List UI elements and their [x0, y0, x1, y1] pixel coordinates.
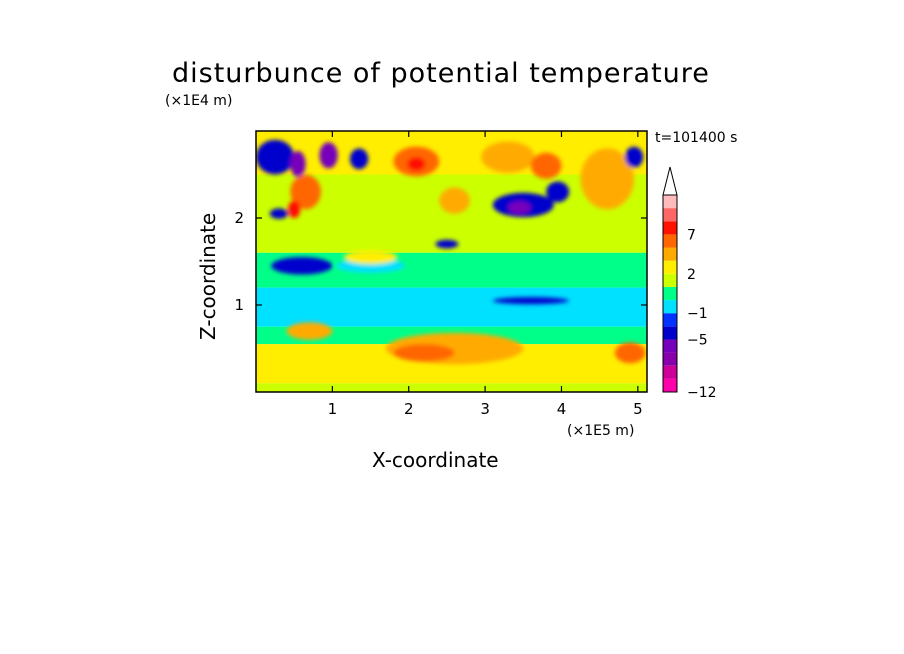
y-axis: 12	[234, 209, 647, 314]
field-blob	[269, 208, 289, 219]
contour-field	[256, 131, 647, 392]
field-blob	[439, 187, 470, 214]
colorbar-swatch	[663, 326, 677, 340]
chart-title: disturbunce of potential temperature	[172, 58, 710, 89]
field-blob	[256, 139, 295, 175]
colorbar-swatch	[663, 273, 677, 287]
colorbar-extend-arrow	[662, 166, 678, 196]
field-blob	[407, 157, 426, 172]
x-tick-label: 4	[557, 400, 567, 418]
field-band	[256, 383, 647, 392]
colorbar-swatch	[663, 300, 677, 314]
x-tick-label: 3	[480, 400, 490, 418]
colorbar-label: 7	[687, 227, 696, 243]
colorbar-swatch	[663, 247, 677, 261]
x-tick-label: 2	[404, 400, 414, 418]
x-axis-label: X-coordinate	[372, 448, 499, 472]
colorbar-swatch	[663, 286, 677, 301]
time-label: t=101400 s	[655, 130, 738, 146]
colorbar-swatch	[663, 339, 677, 353]
colorbar-label: 2	[687, 267, 696, 283]
x-axis: 1 2 3 4 5	[328, 131, 643, 418]
colorbar-swatch	[663, 208, 677, 222]
field-blob	[288, 200, 301, 218]
field-blob	[290, 151, 306, 178]
field-blob	[580, 148, 635, 210]
field-blob	[343, 250, 398, 265]
colorbar-label: −1	[687, 306, 708, 322]
colorbar-label: −12	[687, 385, 717, 401]
field-anomalies	[256, 139, 646, 365]
colorbar-swatch	[663, 221, 677, 235]
field-blob	[319, 142, 338, 169]
field-band	[256, 287, 647, 327]
colorbar-swatch	[663, 313, 677, 327]
field-blob	[271, 257, 333, 275]
field-blob	[614, 342, 646, 364]
y-tick-label: 1	[234, 296, 244, 314]
colorbar: 7 2 −1 −5 −12	[662, 166, 717, 401]
field-blob	[435, 239, 459, 249]
colorbar-swatch	[663, 365, 677, 379]
x-tick-label: 1	[328, 400, 338, 418]
z-axis-unit: (×1E4 m)	[165, 93, 233, 109]
colorbar-label: −5	[687, 332, 708, 348]
colorbar-swatch	[663, 378, 677, 392]
colorbar-swatch	[663, 260, 677, 274]
field-blob	[492, 297, 570, 305]
field-blob	[546, 181, 570, 203]
field-blob	[481, 141, 535, 173]
field-blob	[286, 322, 333, 340]
y-axis-label: Z-coordinate	[196, 212, 220, 340]
x-tick-label: 5	[633, 400, 643, 418]
plot-frame	[255, 130, 648, 393]
field-blob	[267, 293, 321, 308]
colorbar-swatch	[663, 195, 677, 209]
colorbar-swatch	[663, 352, 677, 366]
field-blob	[349, 148, 369, 170]
field-blob	[530, 152, 562, 179]
colorbar-swatch	[663, 234, 677, 248]
field-blob	[508, 201, 531, 214]
field-blob	[393, 344, 455, 362]
field-blob	[290, 174, 321, 210]
x-axis-unit: (×1E5 m)	[567, 423, 635, 439]
y-tick-label: 2	[234, 209, 244, 227]
field-blob	[624, 146, 644, 168]
